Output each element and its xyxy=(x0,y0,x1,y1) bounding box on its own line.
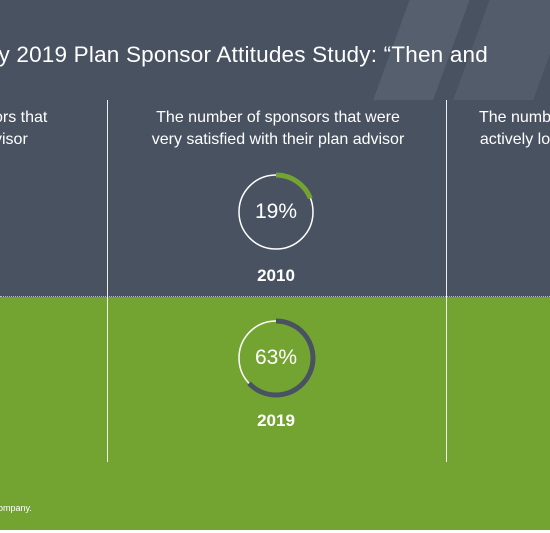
column-header-left: ors that visor xyxy=(0,107,74,151)
header-line: ors that xyxy=(0,109,48,126)
header-line: very satisfied with their plan advisor xyxy=(151,131,405,148)
footnote: ompany. xyxy=(0,503,32,513)
year-label-2010: 2010 xyxy=(257,266,295,285)
header-line: The number of sponsors that were xyxy=(156,109,400,126)
dotted-separator xyxy=(0,296,550,297)
donut-2019 xyxy=(238,318,316,398)
column-header-right: The numb actively lo xyxy=(455,107,550,151)
column-header-middle: The number of sponsors that were very sa… xyxy=(110,107,446,151)
year-label-2019: 2019 xyxy=(257,411,295,430)
header-line: actively lo xyxy=(479,131,550,148)
donut-2010 xyxy=(238,172,314,250)
percent-label-2010: 19% xyxy=(254,200,298,223)
top-panel xyxy=(0,0,550,297)
percent-label-2019: 63% xyxy=(254,346,298,369)
header-line: The numb xyxy=(478,109,550,126)
donut-arc-2019 xyxy=(247,318,316,398)
header-line: visor xyxy=(0,131,28,148)
column-divider xyxy=(446,100,447,462)
bottom-panel xyxy=(0,297,550,530)
donut-arc-2010 xyxy=(275,172,313,200)
column-divider xyxy=(107,100,108,462)
